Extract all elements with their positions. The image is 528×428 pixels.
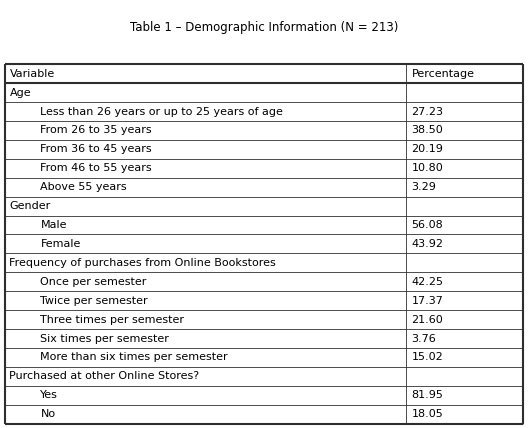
Text: Less than 26 years or up to 25 years of age: Less than 26 years or up to 25 years of …	[41, 107, 284, 116]
Text: From 46 to 55 years: From 46 to 55 years	[41, 163, 152, 173]
Text: 17.37: 17.37	[411, 296, 444, 306]
Text: Six times per semester: Six times per semester	[41, 333, 169, 344]
Text: Three times per semester: Three times per semester	[41, 315, 184, 325]
Text: 3.76: 3.76	[411, 333, 436, 344]
Text: Once per semester: Once per semester	[41, 277, 147, 287]
Text: Frequency of purchases from Online Bookstores: Frequency of purchases from Online Books…	[10, 258, 276, 268]
Text: 18.05: 18.05	[411, 409, 443, 419]
Text: Above 55 years: Above 55 years	[41, 182, 127, 192]
Text: 38.50: 38.50	[411, 125, 443, 135]
Text: Female: Female	[41, 239, 81, 249]
Text: Percentage: Percentage	[411, 68, 475, 79]
Text: Table 1 – Demographic Information (N = 213): Table 1 – Demographic Information (N = 2…	[130, 21, 398, 34]
Text: 3.29: 3.29	[411, 182, 436, 192]
Text: From 36 to 45 years: From 36 to 45 years	[41, 144, 152, 155]
Text: Twice per semester: Twice per semester	[41, 296, 148, 306]
Text: From 26 to 35 years: From 26 to 35 years	[41, 125, 152, 135]
Text: Gender: Gender	[10, 201, 51, 211]
Text: Purchased at other Online Stores?: Purchased at other Online Stores?	[10, 372, 200, 381]
Text: 27.23: 27.23	[411, 107, 444, 116]
Text: 21.60: 21.60	[411, 315, 443, 325]
Text: Age: Age	[10, 88, 31, 98]
Text: No: No	[41, 409, 55, 419]
Text: Male: Male	[41, 220, 67, 230]
Text: 15.02: 15.02	[411, 353, 443, 363]
Text: 43.92: 43.92	[411, 239, 444, 249]
Text: 56.08: 56.08	[411, 220, 443, 230]
Text: 20.19: 20.19	[411, 144, 444, 155]
Text: 42.25: 42.25	[411, 277, 444, 287]
Text: Variable: Variable	[10, 68, 55, 79]
Text: More than six times per semester: More than six times per semester	[41, 353, 228, 363]
Text: Yes: Yes	[41, 390, 58, 400]
Text: 10.80: 10.80	[411, 163, 443, 173]
Text: 81.95: 81.95	[411, 390, 444, 400]
